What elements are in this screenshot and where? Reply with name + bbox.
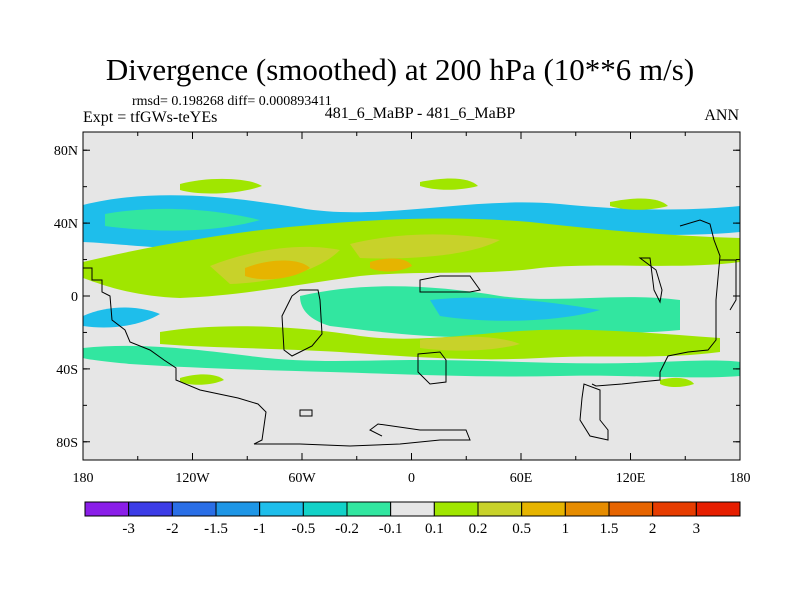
coastline-africa [417,275,481,385]
coastline-australia [579,383,609,441]
colorbar-label: 0.1 [425,521,444,537]
colorbar-label: -2 [166,521,179,537]
contour-positive-north-a [180,178,262,194]
colorbar-swatch [259,501,304,517]
contour-fills [83,178,740,387]
colorbar-label: -0.2 [335,521,359,537]
x-tick-label: 60E [510,471,533,486]
x-tick-label: 180 [730,471,751,486]
x-tick-label: 0 [408,471,415,486]
coastline-asia [591,219,721,387]
case-label: 481_6_MaBP - 481_6_MaBP [324,105,516,122]
colorbar-swatch [477,501,523,517]
colorbar-label: 3 [693,521,701,537]
colorbar-label: 1 [562,521,570,537]
colorbar-label: 2 [649,521,657,537]
x-tick-label: 180 [73,471,94,486]
contour-positive-south-inner [420,336,520,351]
contour-negative-equatorial-inner [430,297,600,321]
coastline-east-pacific [720,259,737,311]
y-tick-label: 0 [71,290,78,305]
contour-positive-subtropics-inner2 [350,234,500,259]
y-tick-label: 40N [54,217,78,232]
coastlines [83,219,737,447]
y-tick-label: 80S [56,436,78,451]
contour-positive-north-c [610,198,668,210]
x-tick-label: 120W [175,471,210,486]
contour-max-africa [370,258,412,272]
coastline-south-america [281,289,323,357]
contour-negative-north-band-inner [105,208,260,231]
colorbar-label: -0.5 [291,521,315,537]
contour-negative-south-band [83,345,740,378]
axes: 180 120W 60W 0 60E 120E 180 80N 40N 0 40S 80S [54,132,751,486]
colorbar-label: 0.2 [469,521,488,537]
colorbar-swatch [695,501,741,517]
colorbar-swatch [215,501,261,517]
coastline-north-america [83,267,267,445]
colorbar-swatch [433,501,479,517]
colorbar-swatch [564,501,610,517]
colorbar-swatch [84,501,130,517]
coastline-antarctica [254,409,471,447]
colorbar: -3 -2 -1.5 -1 -0.5 -0.2 -0.1 0.1 0.2 0.5 1 1.5 2 3 [84,501,741,537]
contour-negative-west-equatorial [83,307,160,328]
y-tick-label: 40S [56,363,78,378]
y-tick-label: 80N [54,144,78,159]
colorbar-swatch [171,501,217,517]
colorbar-swatch [652,501,697,517]
season-label: ANN [704,107,739,124]
contour-positive-south-d [660,377,694,387]
rmsd-diff-stats: rmsd= 0.198268 diff= 0.000893411 [132,94,332,109]
colorbar-label: -1.5 [204,521,228,537]
colorbar-swatch [521,501,566,517]
chart-title: Divergence (smoothed) at 200 hPa (10**6 … [105,52,695,87]
colorbar-swatch [608,501,654,517]
colorbar-label: -1 [253,521,266,537]
x-tick-label: 120E [616,471,646,486]
colorbar-swatch [346,501,392,517]
experiment-label: Expt = tfGWs-teYEs [83,109,218,126]
colorbar-swatch [390,501,435,517]
colorbar-swatch [302,501,348,517]
colorbar-swatch [128,501,173,517]
contour-positive-north-b [420,178,478,190]
colorbar-label: -0.1 [379,521,403,537]
contour-positive-south-c [180,374,224,385]
contour-max-atlantic [245,260,310,280]
x-tick-label: 60W [288,471,316,486]
colorbar-label: 0.5 [512,521,531,537]
colorbar-label: 1.5 [600,521,619,537]
colorbar-label: -3 [122,521,135,537]
